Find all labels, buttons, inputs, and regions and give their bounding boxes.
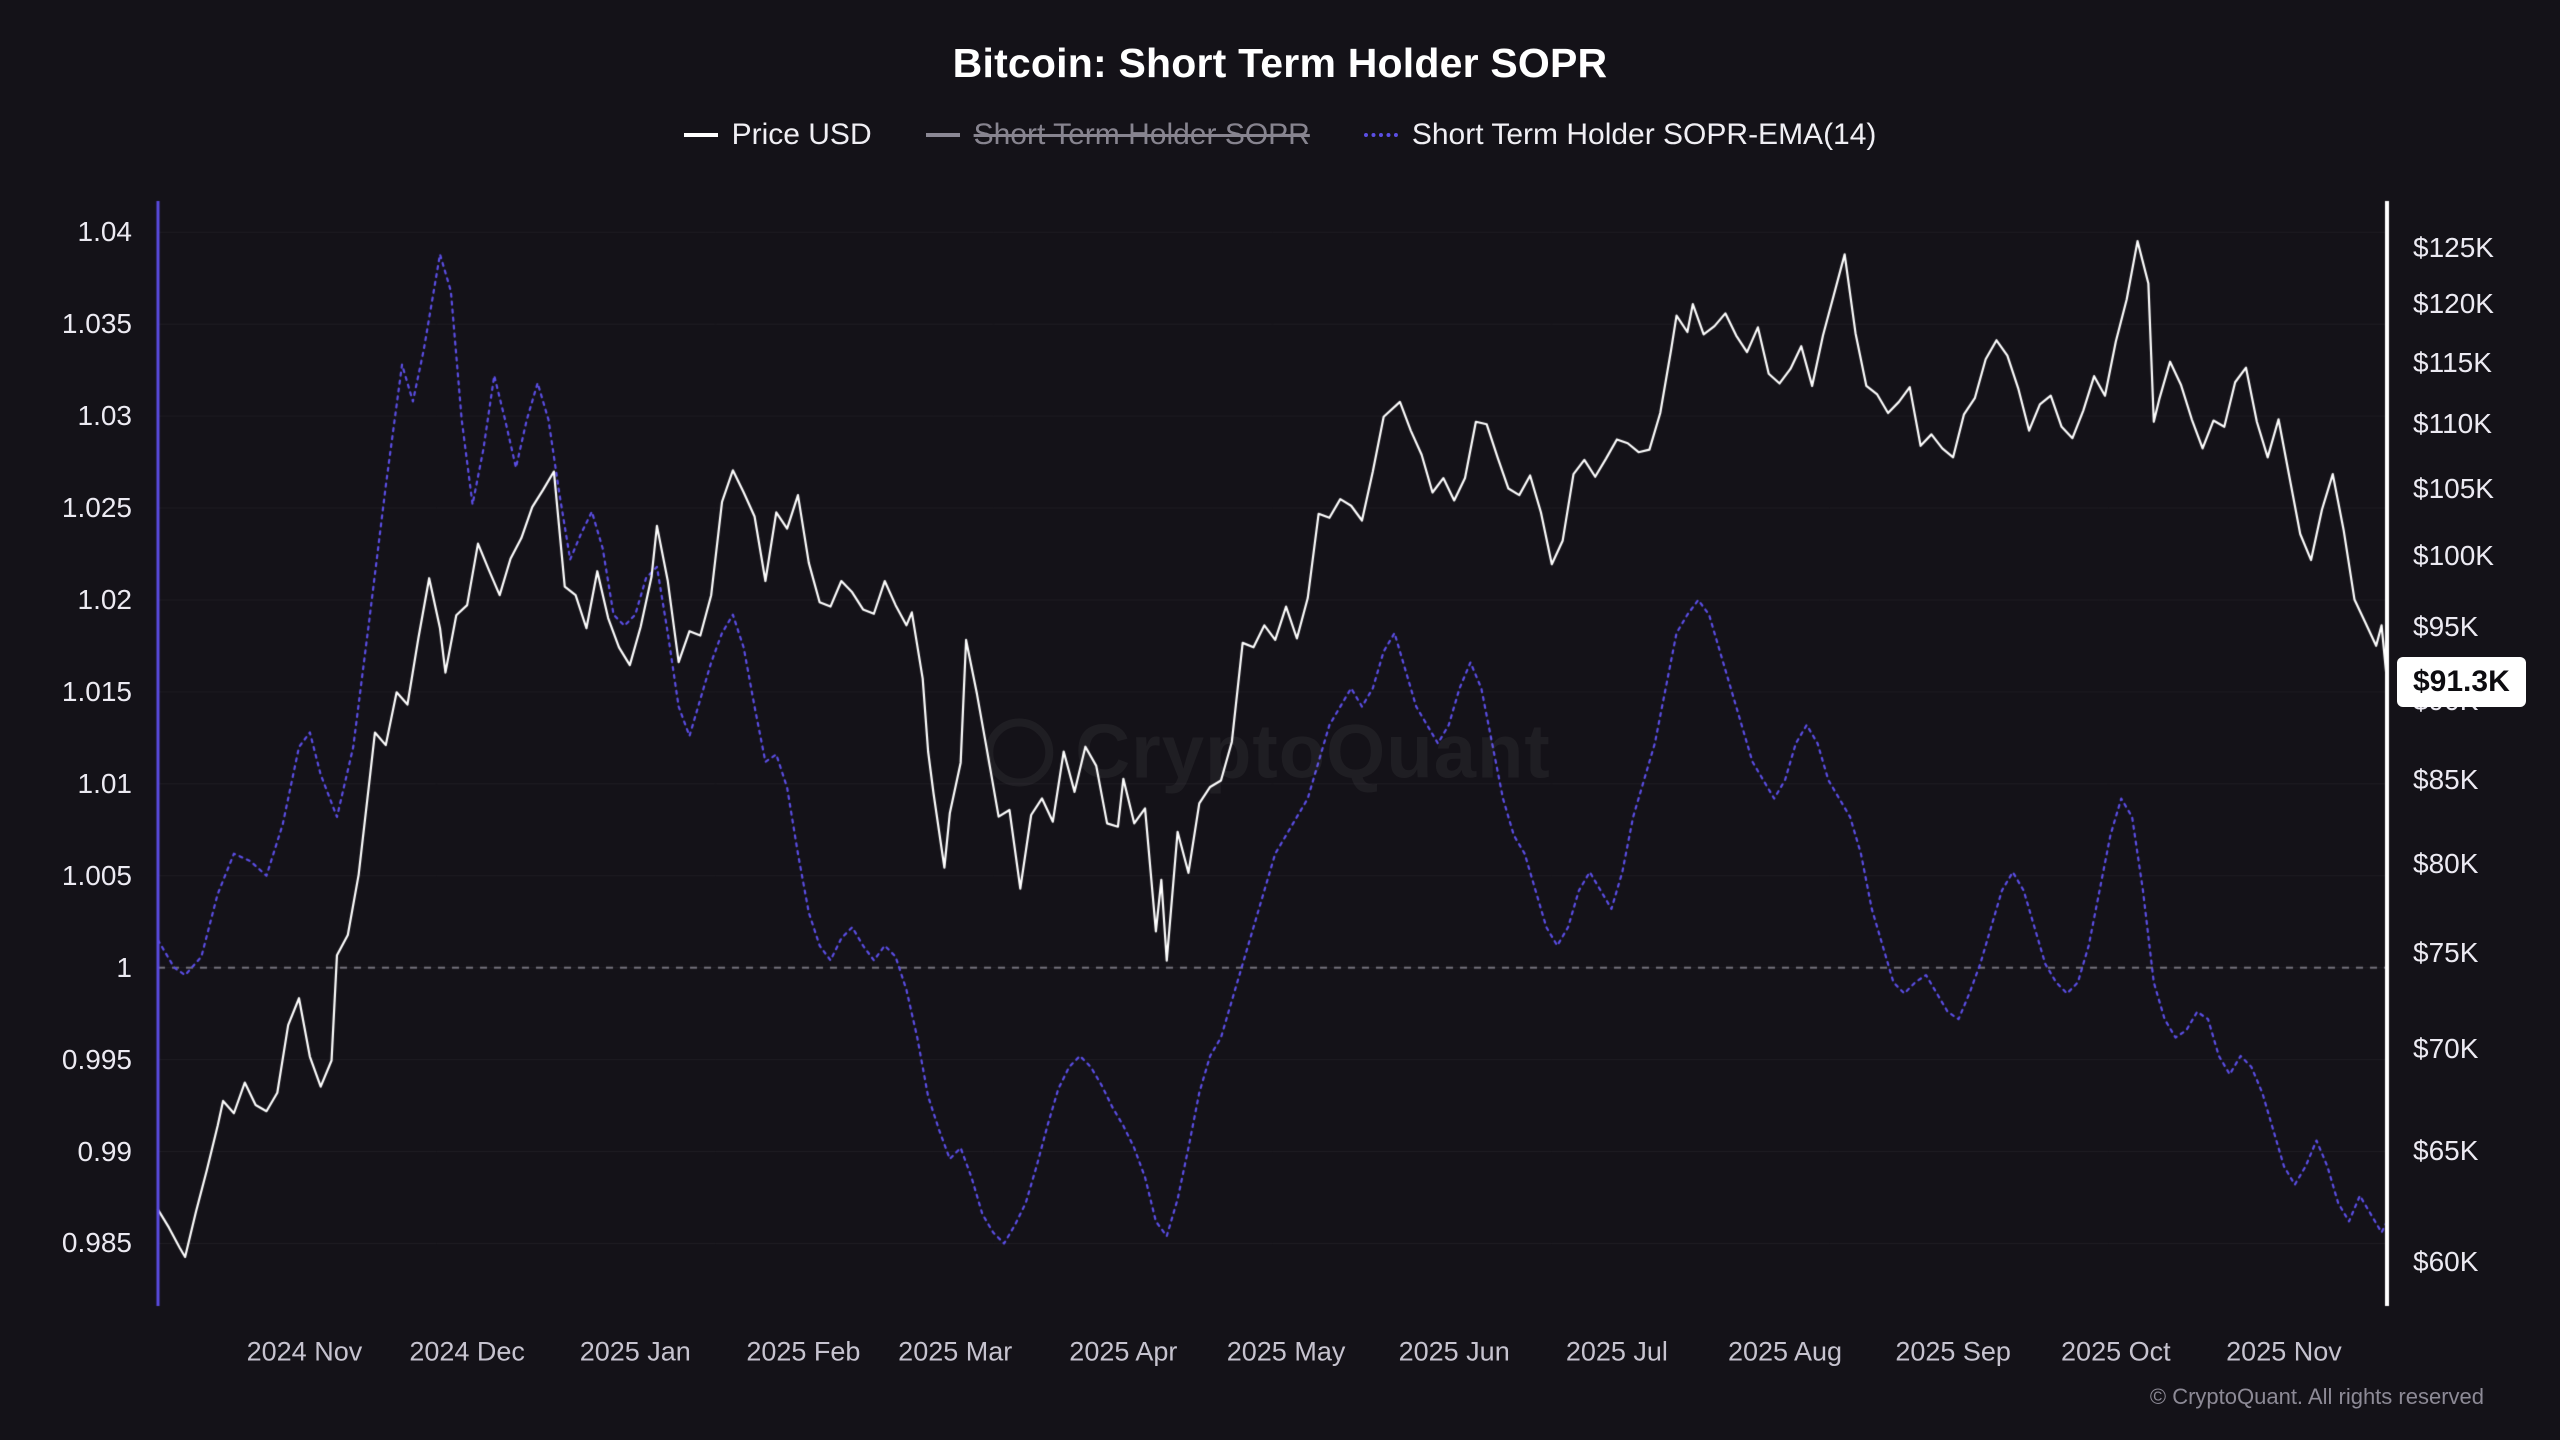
x-axis-tick: 2024 Dec	[409, 1336, 525, 1367]
x-axis-tick: 2025 Sep	[1895, 1336, 2011, 1367]
x-axis-tick: 2025 Nov	[2226, 1336, 2342, 1367]
x-axis-tick: 2025 Mar	[898, 1336, 1013, 1367]
right-axis-tick: $85K	[2413, 764, 2479, 796]
right-axis-tick: $70K	[2413, 1032, 2479, 1064]
right-axis-tick: $100K	[2413, 539, 2494, 571]
x-axis-tick: 2025 Apr	[1069, 1336, 1178, 1367]
left-axis-tick: 1.04	[77, 216, 133, 248]
right-axis-tick: $105K	[2413, 472, 2494, 504]
left-axis-tick: 1.01	[77, 767, 133, 799]
left-axis-tick: 1.03	[77, 400, 133, 432]
right-axis-tick: $110K	[2413, 408, 2492, 440]
right-axis-tick: $65K	[2413, 1134, 2479, 1166]
x-axis-tick: 2025 Feb	[746, 1336, 861, 1367]
left-axis-tick: 1.005	[61, 859, 132, 891]
right-axis-tick: $80K	[2413, 848, 2479, 880]
right-axis-tick: $125K	[2413, 231, 2494, 263]
left-axis-tick: 1.015	[61, 675, 132, 707]
right-axis-tick: $120K	[2413, 288, 2494, 320]
x-axis-tick: 2025 Jan	[579, 1336, 691, 1367]
x-axis-tick: 2025 May	[1226, 1336, 1346, 1367]
copyright-footer: © CryptoQuant. All rights reserved	[2149, 1384, 2484, 1409]
left-axis-tick: 1.035	[61, 308, 132, 340]
x-axis-tick: 2025 Jun	[1398, 1336, 1510, 1367]
left-axis-tick: 1	[116, 951, 132, 983]
left-axis-tick: 0.99	[77, 1135, 133, 1167]
right-axis-tick: $60K	[2413, 1245, 2479, 1277]
x-axis-tick: 2025 Oct	[2061, 1336, 2171, 1367]
right-axis-tick: $115K	[2413, 346, 2492, 378]
current-price-badge: $91.3K	[2397, 656, 2526, 707]
right-axis-tick: $95K	[2413, 610, 2479, 642]
left-axis-tick: 1.02	[77, 583, 133, 615]
left-axis-tick: 1.025	[61, 492, 132, 524]
left-axis-tick: 0.995	[61, 1043, 132, 1075]
x-axis-tick: 2025 Jul	[1565, 1336, 1668, 1367]
left-axis-tick: 0.985	[61, 1227, 132, 1259]
x-axis-tick: 2025 Aug	[1727, 1336, 1843, 1367]
x-axis-tick: 2024 Nov	[246, 1336, 363, 1367]
right-axis-tick: $75K	[2413, 937, 2479, 969]
